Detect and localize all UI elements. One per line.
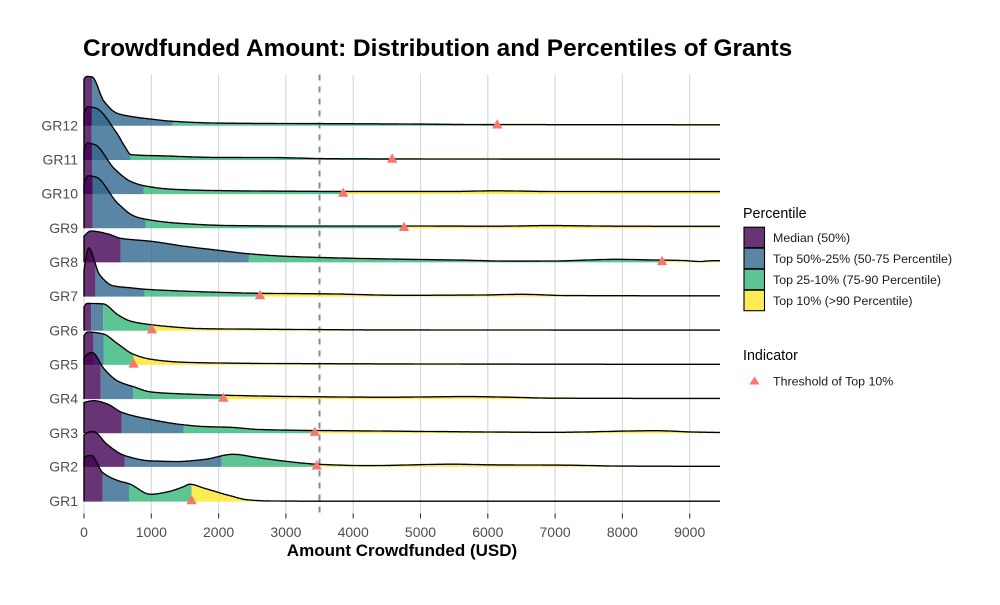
svg-text:GR2: GR2: [49, 459, 78, 475]
svg-text:Top 50%-25% (50-75 Percentile): Top 50%-25% (50-75 Percentile): [773, 252, 952, 266]
svg-text:GR8: GR8: [49, 254, 78, 270]
svg-text:1000: 1000: [136, 524, 167, 540]
svg-text:8000: 8000: [607, 524, 638, 540]
svg-text:Threshold of Top 10%: Threshold of Top 10%: [773, 374, 893, 388]
svg-text:7000: 7000: [540, 524, 571, 540]
svg-text:Top 25-10% (75-90 Percentile): Top 25-10% (75-90 Percentile): [773, 273, 941, 287]
svg-text:6000: 6000: [472, 524, 503, 540]
svg-text:2000: 2000: [203, 524, 234, 540]
svg-text:Indicator: Indicator: [743, 348, 798, 364]
svg-text:Crowdfunded Amount: Distributi: Crowdfunded Amount: Distribution and Per…: [83, 35, 792, 62]
svg-text:4000: 4000: [338, 524, 369, 540]
svg-text:3000: 3000: [270, 524, 301, 540]
svg-text:GR5: GR5: [49, 357, 78, 373]
svg-text:Amount Crowdfunded (USD): Amount Crowdfunded (USD): [287, 541, 517, 560]
svg-text:GR10: GR10: [41, 186, 78, 202]
svg-text:0: 0: [80, 524, 88, 540]
svg-text:Top 10% (>90 Percentile): Top 10% (>90 Percentile): [773, 294, 912, 308]
svg-text:Percentile: Percentile: [743, 206, 807, 222]
svg-text:GR12: GR12: [41, 117, 78, 133]
svg-text:GR7: GR7: [49, 288, 78, 304]
svg-text:GR3: GR3: [49, 425, 78, 441]
svg-text:GR6: GR6: [49, 322, 78, 338]
svg-text:9000: 9000: [674, 524, 705, 540]
svg-text:GR1: GR1: [49, 493, 78, 509]
svg-text:GR9: GR9: [49, 220, 78, 236]
svg-text:5000: 5000: [405, 524, 436, 540]
svg-text:Median (50%): Median (50%): [773, 231, 850, 245]
svg-text:GR4: GR4: [49, 391, 78, 407]
svg-text:GR11: GR11: [42, 152, 78, 168]
